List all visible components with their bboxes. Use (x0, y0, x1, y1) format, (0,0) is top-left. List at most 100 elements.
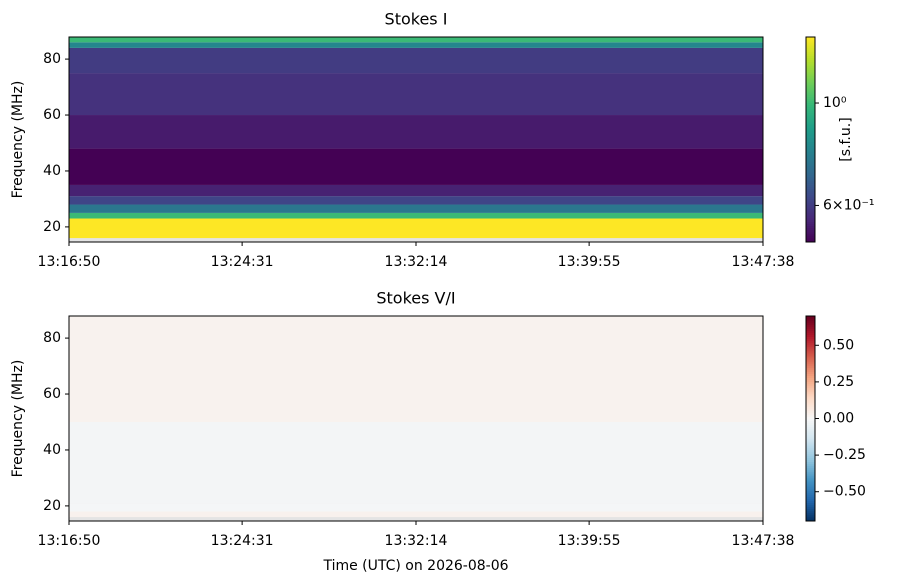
colorbar-step (806, 516, 815, 520)
colorbar-step (806, 361, 815, 364)
colorbar-step (806, 149, 815, 153)
colorbar-step (806, 133, 815, 136)
colorbar-step (806, 436, 815, 440)
colorbar-step (806, 369, 815, 372)
heatmap-cell (69, 316, 763, 422)
colorbar-step (806, 215, 815, 218)
colorbar-step (806, 346, 815, 350)
colorbar-step (806, 512, 815, 516)
heatmap-cell (69, 511, 763, 518)
colorbar-step (806, 482, 815, 485)
colorbar-step (806, 211, 815, 214)
colorbar-step (806, 229, 815, 233)
colorbar-step (806, 225, 815, 229)
colorbar-step (806, 114, 815, 118)
colorbar-step (806, 510, 815, 514)
colorbar-step (806, 328, 815, 331)
colorbar-step (806, 160, 815, 163)
colorbar-step (806, 237, 815, 241)
colorbar-step (806, 434, 815, 438)
colorbar-step (806, 94, 815, 97)
colorbar-step (806, 467, 815, 471)
x-tick-label: 13:16:50 (38, 254, 101, 270)
colorbar-step (806, 188, 815, 192)
colorbar-step (806, 508, 815, 512)
colorbar-step (806, 194, 815, 198)
colorbar-step (806, 391, 815, 395)
colorbar-step (806, 53, 815, 56)
colorbar-step (806, 432, 815, 436)
colorbar-step (806, 73, 815, 77)
colorbar-step (806, 127, 815, 130)
colorbar-step (806, 123, 815, 126)
colorbar-step (806, 182, 815, 186)
colorbar-step (806, 209, 815, 212)
colorbar-step (806, 494, 815, 497)
chart-title: Stokes I (385, 10, 448, 29)
y-axis-label: Frequency (MHz) (10, 360, 26, 478)
colorbar-step (806, 41, 815, 44)
heatmap-cell (69, 212, 763, 219)
colorbar-step (806, 475, 815, 479)
y-tick-label: 40 (43, 163, 61, 179)
colorbar-step (806, 344, 815, 348)
colorbar-step (806, 365, 815, 368)
colorbar-step (806, 322, 815, 325)
colorbar-step (806, 492, 815, 495)
colorbar-step (806, 336, 815, 340)
colorbar-step (806, 340, 815, 344)
colorbar-step (806, 338, 815, 342)
colorbar-step (806, 110, 815, 114)
colorbar-step (806, 166, 815, 169)
colorbar-step (806, 116, 815, 120)
colorbar-step (806, 410, 815, 413)
colorbar-step (806, 145, 815, 149)
heatmap-cell (69, 218, 763, 239)
colorbar-step (806, 420, 815, 424)
colorbar-step (806, 453, 815, 456)
colorbar-step (806, 71, 815, 75)
colorbar-step (806, 231, 815, 235)
colorbar-step (806, 484, 815, 487)
colorbar-step (806, 207, 815, 210)
colorbar-step (806, 186, 815, 190)
colorbar-step (806, 332, 815, 335)
colorbar-step (806, 184, 815, 188)
x-tick-label: 13:47:38 (732, 533, 795, 549)
colorbar-step (806, 143, 815, 147)
y-tick-label: 60 (43, 107, 61, 123)
colorbar-step (806, 106, 815, 110)
colorbar-step (806, 426, 815, 430)
colorbar-step (806, 203, 815, 206)
colorbar-label: [s.f.u.] (838, 117, 854, 161)
colorbar-step (806, 205, 815, 208)
colorbar-step (806, 490, 815, 493)
y-tick-label: 20 (43, 219, 61, 235)
colorbar-step (806, 239, 815, 243)
colorbar-step (806, 457, 815, 460)
colorbar-step (806, 439, 815, 442)
colorbar-step (806, 404, 815, 407)
colorbar-step (806, 92, 815, 95)
colorbar-step (806, 514, 815, 518)
colorbar-step (806, 373, 815, 376)
x-axis-label: Time (UTC) on 2026-08-06 (322, 558, 508, 574)
colorbar-step (806, 443, 815, 446)
heatmap-cell (69, 196, 763, 205)
colorbar-step (806, 75, 815, 79)
colorbar-frame (805, 36, 816, 243)
colorbar-step (806, 162, 815, 165)
colorbar-step (806, 354, 815, 358)
colorbar-step (806, 219, 815, 222)
colorbar-step (806, 121, 815, 124)
colorbar-step (806, 473, 815, 477)
y-axis-label: Frequency (MHz) (10, 81, 26, 199)
colorbar-step (806, 108, 815, 112)
colorbar-step (806, 406, 815, 409)
colorbar-step (806, 164, 815, 167)
colorbar-tick-label: −0.50 (823, 484, 866, 500)
colorbar-step (806, 506, 815, 510)
colorbar-step (806, 387, 815, 391)
colorbar-step (806, 151, 815, 155)
